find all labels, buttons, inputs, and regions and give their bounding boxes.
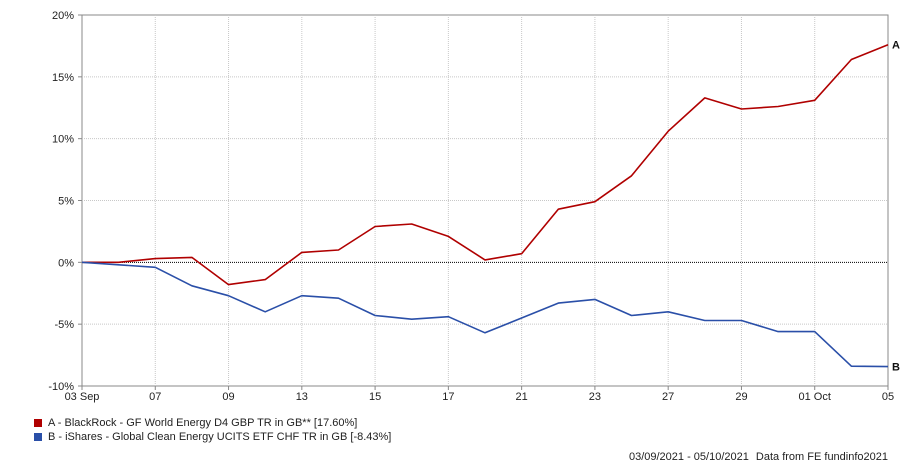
x-tick-label: 13 — [296, 391, 308, 403]
series-end-labels: AB — [892, 40, 900, 374]
y-tick-label: 20% — [52, 10, 74, 22]
legend: A - BlackRock - GF World Energy D4 GBP T… — [34, 416, 391, 444]
legend-item-a[interactable]: A - BlackRock - GF World Energy D4 GBP T… — [34, 416, 391, 430]
x-tick-label: 01 Oct — [799, 391, 831, 403]
series-line-b — [81, 261, 889, 368]
series-end-label-a: A — [892, 40, 900, 52]
x-tick-label: 07 — [149, 391, 161, 403]
y-axis-ticks: 20% 15% 10% 5% 0% -5% -10% — [48, 10, 82, 393]
y-tick-label: -10% — [48, 381, 74, 393]
legend-swatch-b — [34, 433, 42, 441]
series-lines — [81, 43, 889, 368]
y-tick-label: 0% — [58, 257, 74, 269]
legend-swatch-a — [34, 419, 42, 427]
date-range: 03/09/2021 - 05/10/2021 — [628, 451, 749, 463]
y-tick-label: 10% — [52, 134, 74, 146]
x-tick-label: 05 — [882, 391, 894, 403]
y-tick-label: 5% — [58, 196, 74, 208]
legend-item-b[interactable]: B - iShares - Global Clean Energy UCITS … — [34, 430, 391, 444]
data-source: Data from FE fundinfo2021 — [755, 451, 888, 463]
line-chart: 20% 15% 10% 5% 0% -5% -10% 03 Sep 07 09 13 15 17 21 2… — [48, 10, 900, 403]
x-tick-label: 23 — [589, 391, 601, 403]
x-tick-label: 03 Sep — [65, 391, 100, 403]
legend-label-a: A - BlackRock - GF World Energy D4 GBP T… — [48, 417, 358, 429]
x-axis-ticks: 03 Sep 07 09 13 15 17 21 23 27 29 01 Oct 05 — [65, 386, 894, 403]
x-tick-label: 15 — [369, 391, 381, 403]
series-line-a — [82, 43, 889, 286]
legend-label-b: B - iShares - Global Clean Energy UCITS … — [48, 431, 392, 443]
x-tick-label: 21 — [516, 391, 528, 403]
x-tick-label: 29 — [735, 391, 747, 403]
y-tick-label: 15% — [52, 72, 74, 84]
grid-lines — [81, 14, 889, 387]
series-end-label-b: B — [892, 362, 900, 374]
x-tick-label: 17 — [442, 391, 454, 403]
chart-footer: 03/09/2021 - 05/10/2021 Data from FE fun… — [629, 451, 888, 463]
y-tick-label: -5% — [54, 319, 74, 331]
x-tick-label: 09 — [222, 391, 234, 403]
x-tick-label: 27 — [662, 391, 674, 403]
